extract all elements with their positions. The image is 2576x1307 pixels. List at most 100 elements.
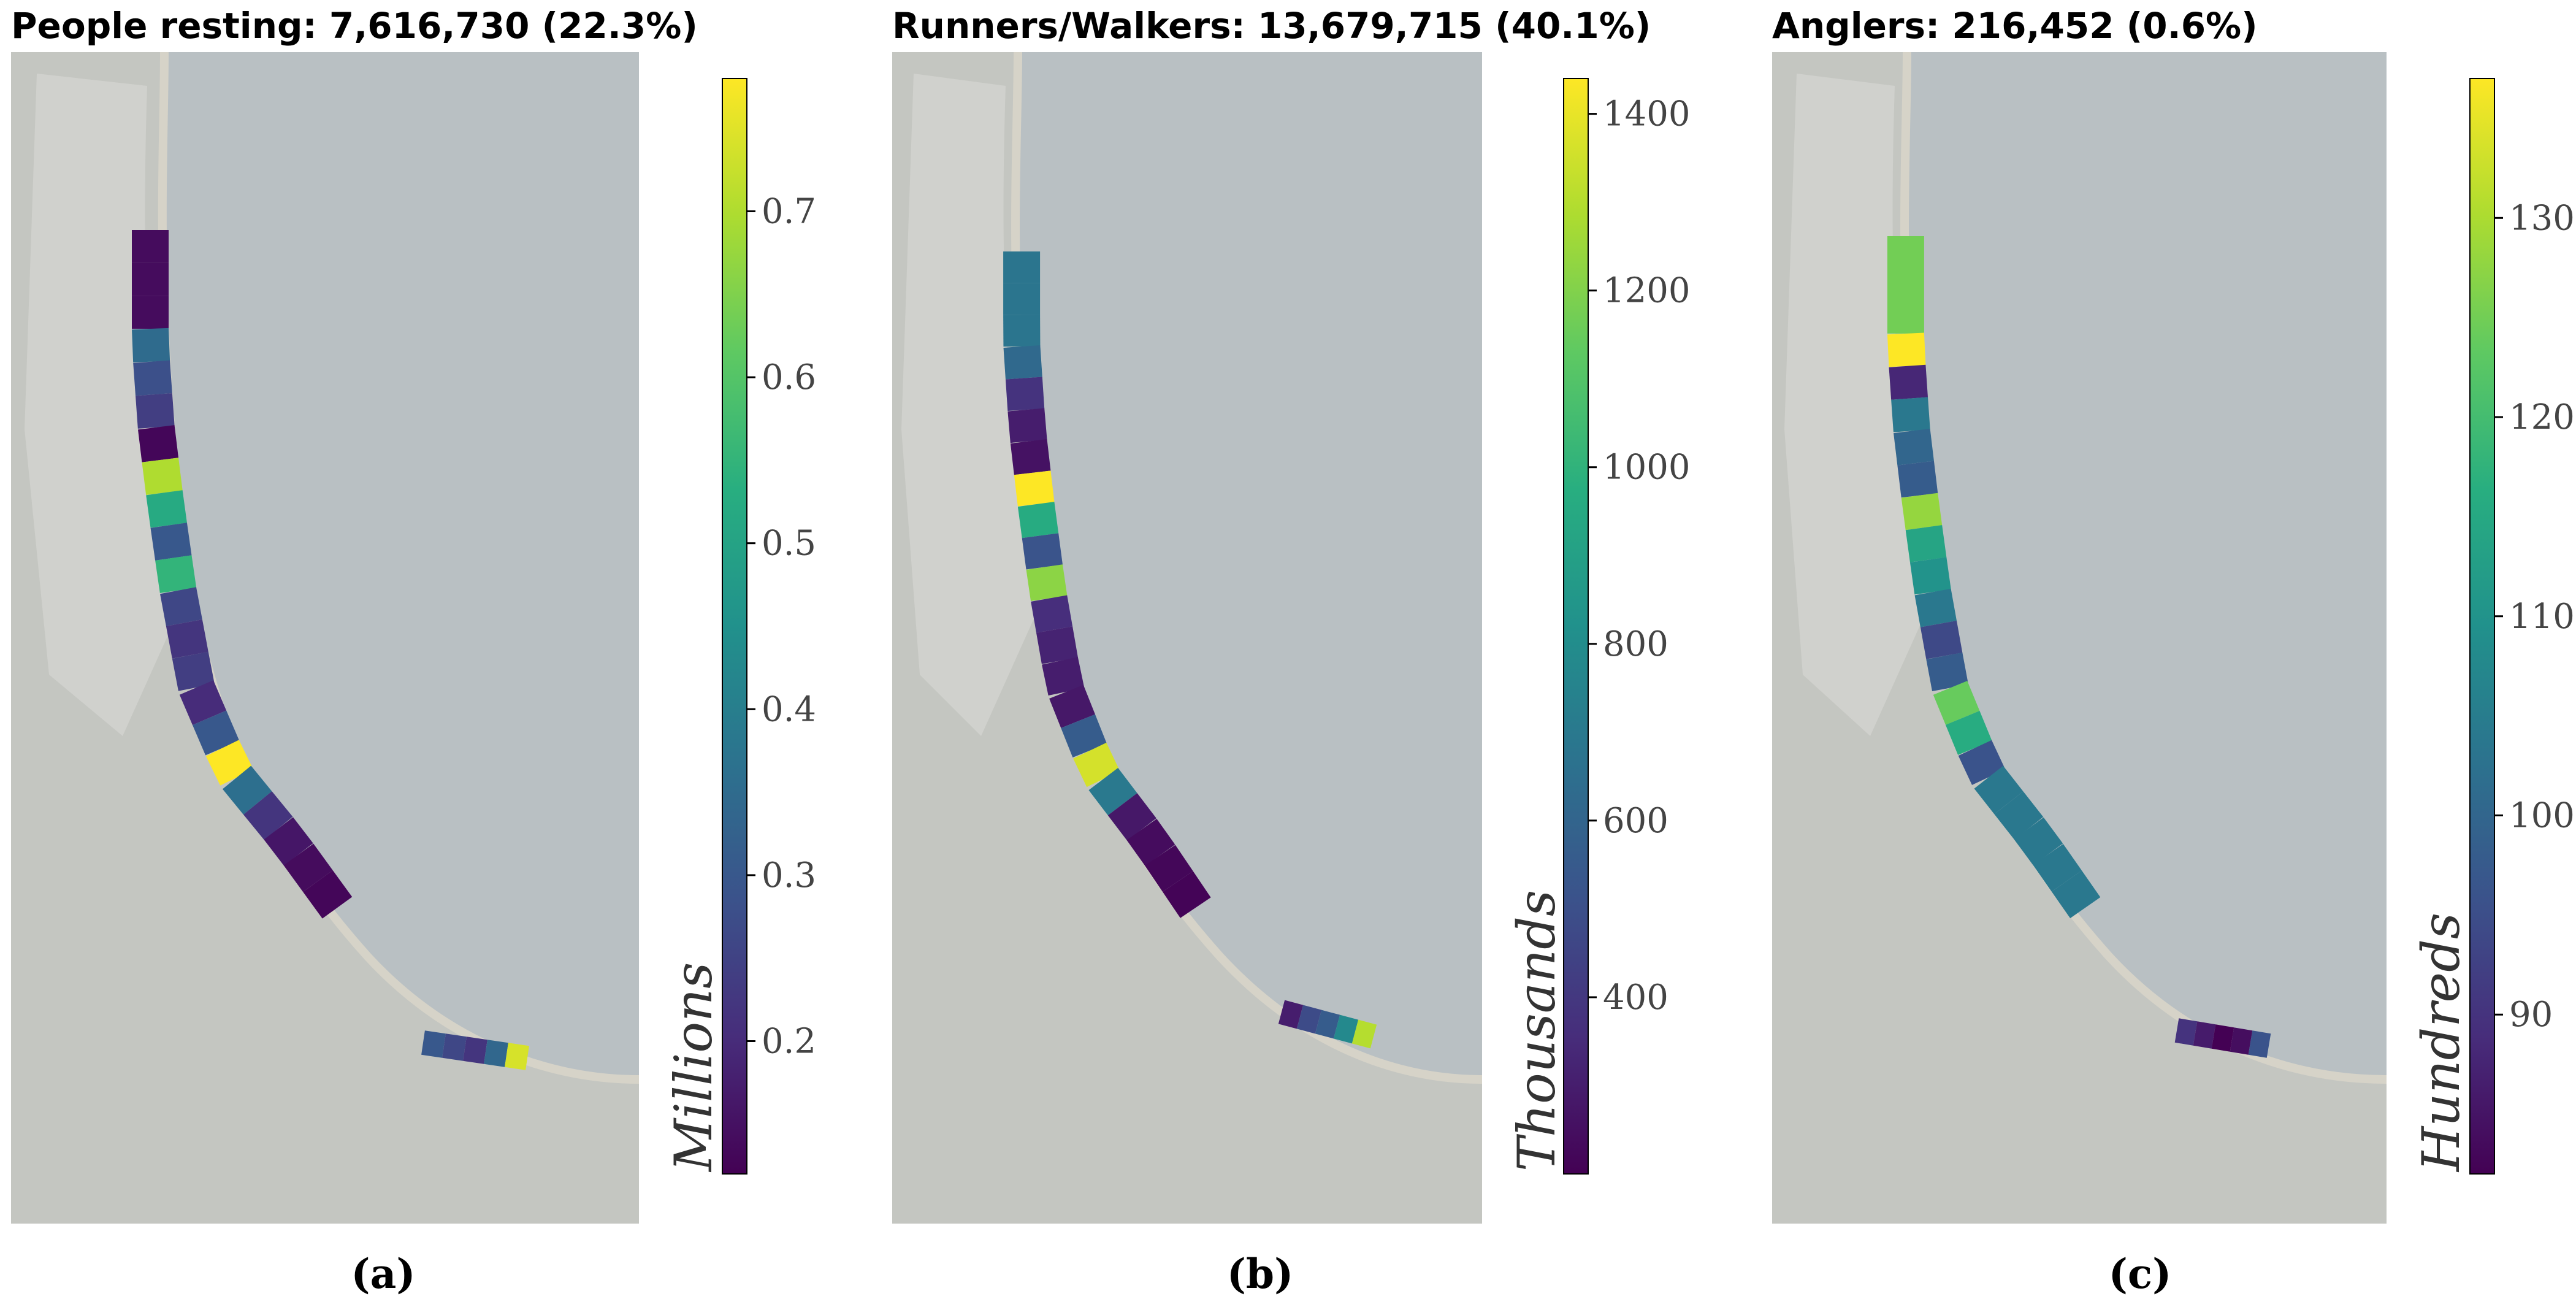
beach-segment xyxy=(1003,345,1042,380)
beach-segment-south xyxy=(2230,1027,2253,1055)
panel-a-colorbar-ticks: 0.2 0.3 0.4 0.5 0.6 0.7 xyxy=(747,191,816,1062)
beach-segment xyxy=(1889,364,1928,400)
beach-segment xyxy=(146,490,187,528)
beach-segment xyxy=(1945,711,1992,755)
colorbar-tick-label: 1200 xyxy=(1603,271,1691,311)
beach-segment xyxy=(1061,714,1107,757)
beach-segment xyxy=(1887,332,1926,367)
panel-a-colorbar: 0.2 0.3 0.4 0.5 0.6 0.7 xyxy=(722,78,816,1175)
beach-segment xyxy=(1926,652,1969,691)
panel-b-subtitle: (b) xyxy=(1227,1250,1294,1298)
beach-segment xyxy=(1897,461,1938,498)
beach-segment xyxy=(283,843,333,892)
beach-segment xyxy=(1994,791,2044,840)
beach-segment xyxy=(1014,470,1055,507)
colorbar-tick-label: 800 xyxy=(1603,624,1668,664)
colorbar-gradient xyxy=(1563,78,1589,1175)
panel-c-unit-label: Hundreds xyxy=(2411,913,2471,1173)
beach-segment xyxy=(1088,767,1137,816)
beach-segment xyxy=(1894,428,1934,466)
beach-segment xyxy=(1887,268,1924,301)
colorbar-tick-label: 0.4 xyxy=(762,689,816,729)
panel-a-segments xyxy=(132,230,353,919)
colorbar-gradient xyxy=(2469,78,2495,1175)
panel-b-colorbar-ticks: 400 600 800 1000 1200 1400 xyxy=(1588,94,1691,1018)
beach-segment xyxy=(1891,397,1930,432)
colorbar-tick-label: 90 xyxy=(2509,995,2553,1035)
beach-segment-south xyxy=(1278,1000,1304,1029)
colorbar-tick-label: 130 xyxy=(2509,198,2575,238)
beach-segment xyxy=(1162,871,1211,918)
beach-segment xyxy=(155,555,197,594)
panel-b-map xyxy=(892,52,1483,1224)
colorbar-tick-label: 0.5 xyxy=(762,524,816,564)
beach-segment xyxy=(133,360,172,396)
beach-segment xyxy=(222,765,272,815)
panel-b-segments xyxy=(1003,251,1211,918)
beach-segment-south xyxy=(421,1030,446,1058)
beach-segment xyxy=(2051,870,2101,919)
panel-b-south-segments xyxy=(1278,1000,1377,1049)
colorbar-tick-label: 1400 xyxy=(1603,94,1691,134)
colorbar-tick-label: 0.3 xyxy=(762,856,816,895)
panel-b: Runners/Walkers: 13,679,715 (40.1%) 400 6… xyxy=(892,5,1691,1298)
beach-segment xyxy=(1031,595,1073,633)
map-urban xyxy=(901,74,1036,736)
beach-segment-south xyxy=(2193,1021,2216,1049)
panel-b-title: Runners/Walkers: 13,679,715 (40.1%) xyxy=(892,5,1651,47)
panel-c-segments xyxy=(1887,236,2101,919)
panel-b-colorbar: 400 600 800 1000 1200 1400 xyxy=(1563,78,1691,1175)
beach-segment xyxy=(1003,251,1041,283)
colorbar-tick-label: 120 xyxy=(2509,397,2575,437)
beach-segment xyxy=(1022,533,1063,570)
beach-segment-south xyxy=(442,1033,467,1061)
panel-c-map xyxy=(1772,52,2387,1224)
beach-segment xyxy=(132,328,170,362)
colorbar-gradient xyxy=(722,78,747,1175)
beach-segment-south xyxy=(484,1040,508,1067)
panel-a-south-segments xyxy=(421,1030,529,1070)
panel-c-colorbar: 90 100 110 120 130 xyxy=(2469,78,2575,1175)
beach-segment xyxy=(1887,236,1924,269)
panel-a-map xyxy=(11,52,640,1224)
beach-segment-south xyxy=(1333,1014,1359,1044)
beach-segment xyxy=(172,651,215,691)
beach-segment xyxy=(132,230,169,263)
panel-a-unit-label: Millions xyxy=(663,962,724,1173)
beach-segment xyxy=(136,393,175,429)
beach-segment xyxy=(160,587,202,627)
beach-segment xyxy=(1914,588,1957,627)
colorbar-tick-label: 600 xyxy=(1603,801,1668,841)
panel-a-title: People resting: 7,616,730 (22.3%) xyxy=(11,5,698,47)
beach-segment xyxy=(1887,301,1924,334)
beach-segment xyxy=(1003,283,1041,315)
map-land xyxy=(1772,52,2387,1224)
beach-segment xyxy=(142,458,183,495)
colorbar-tick-label: 0.6 xyxy=(762,358,816,397)
beach-segment xyxy=(1042,657,1085,696)
beach-segment xyxy=(166,619,208,659)
beach-segment-south xyxy=(2174,1018,2198,1046)
beach-segment xyxy=(1145,845,1193,892)
beach-segment xyxy=(1933,681,1980,725)
panel-c-subtitle: (c) xyxy=(2109,1250,2172,1298)
beach-segment xyxy=(1107,793,1156,841)
beach-segment xyxy=(179,680,227,726)
beach-segment xyxy=(1974,765,2024,814)
beach-segment xyxy=(2014,817,2063,865)
beach-segment xyxy=(1905,525,1947,562)
beach-segment xyxy=(1007,408,1047,443)
map-land xyxy=(892,52,1482,1224)
panel-c: Anglers: 216,452 (0.6%) 90 100 110 120 130 H… xyxy=(1772,5,2575,1298)
beach-segment-south xyxy=(463,1037,487,1064)
colorbar-tick-label: 1000 xyxy=(1603,448,1691,488)
panel-b-unit-label: Thousands xyxy=(1507,890,1567,1171)
beach-segment xyxy=(1909,557,1951,595)
colorbar-tick-label: 0.7 xyxy=(762,191,816,231)
beach-segment xyxy=(303,870,353,919)
panel-a: People resting: 7,616,730 (22.3%) 0.2 0.3… xyxy=(11,5,816,1298)
beach-segment xyxy=(243,791,293,840)
colorbar-tick-label: 110 xyxy=(2509,597,2575,637)
colorbar-tick-label: 100 xyxy=(2509,795,2575,835)
